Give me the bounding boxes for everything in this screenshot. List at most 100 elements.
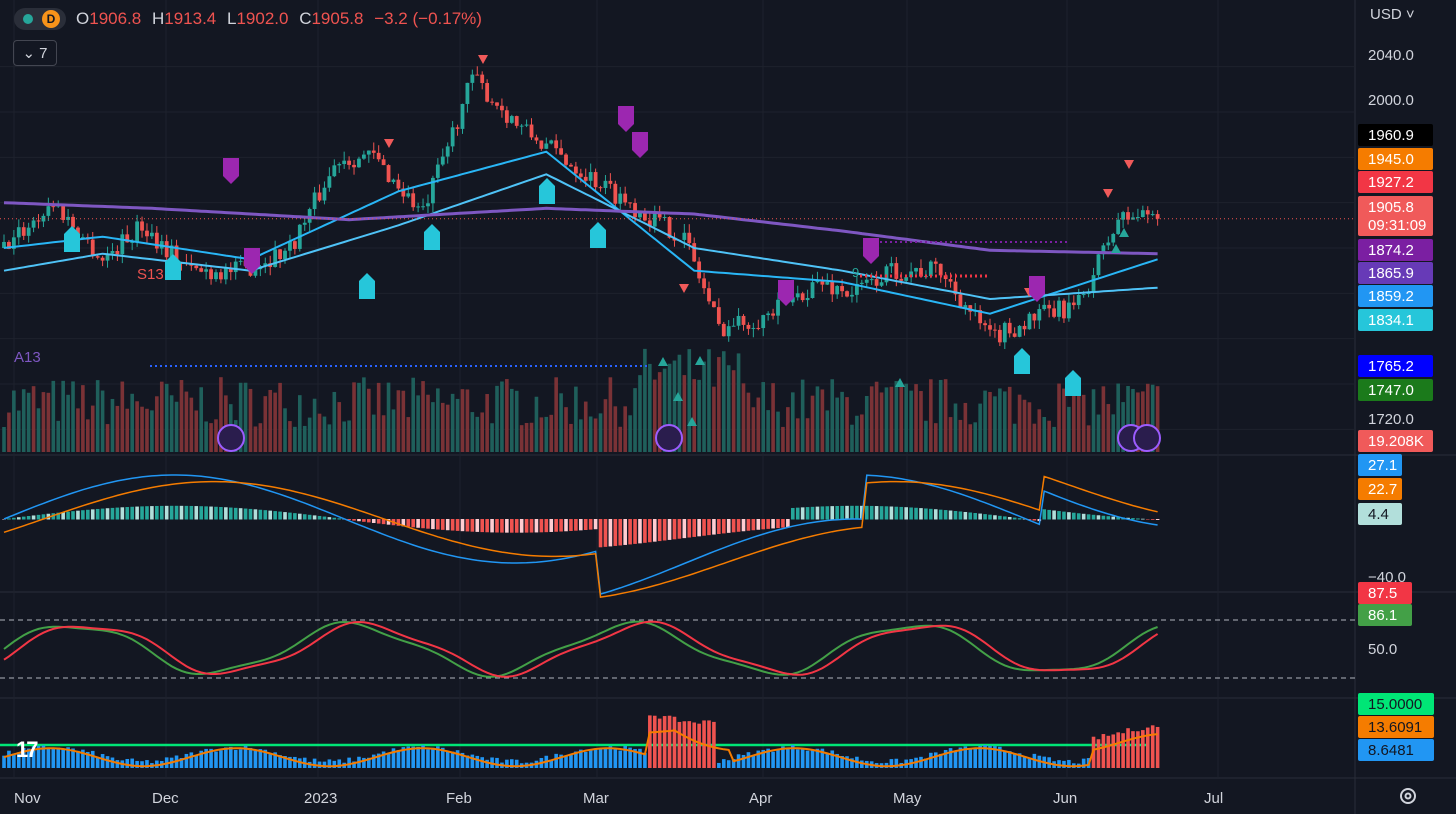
- volatility-bar: [416, 746, 420, 768]
- price-label-box: [1358, 262, 1433, 284]
- candle-body: [1027, 313, 1032, 330]
- volume-bar: [835, 397, 839, 452]
- candle-body: [416, 206, 421, 208]
- volatility-bar: [741, 754, 746, 768]
- bearish-flag-icon: [778, 280, 794, 306]
- volume-bar: [554, 377, 558, 452]
- volume-bar: [480, 412, 485, 452]
- moving-average-line: [3, 201, 1158, 256]
- volume-bar: [46, 392, 51, 452]
- macd-histogram-bar: [973, 513, 978, 520]
- volatility-bar: [1012, 753, 1017, 768]
- volume-bar: [579, 419, 583, 452]
- settings-gear-icon[interactable]: [1398, 786, 1418, 806]
- macd-histogram-bar: [904, 507, 908, 520]
- volatility-bar: [41, 745, 46, 768]
- volume-bar: [776, 411, 780, 452]
- volatility-bar: [421, 745, 425, 768]
- volatility-bar: [475, 755, 480, 768]
- volatility-bar: [712, 721, 716, 768]
- macd-histogram-bar: [381, 519, 386, 525]
- candle-body: [366, 150, 371, 155]
- volume-bar: [1076, 377, 1081, 452]
- volatility-bar: [574, 751, 578, 768]
- volatility-bar: [726, 760, 731, 768]
- volatility-bar: [657, 718, 662, 768]
- volume-bar: [1067, 406, 1071, 452]
- macd-histogram-bar: [1052, 510, 1056, 520]
- volatility-bar: [431, 747, 435, 768]
- candle-body: [130, 241, 135, 243]
- volume-bar: [583, 401, 588, 452]
- status-pill[interactable]: D: [14, 8, 66, 30]
- candle-body: [485, 83, 490, 102]
- macd-signal-line: [3, 475, 1158, 598]
- volatility-bar: [1002, 750, 1007, 768]
- volatility-bar: [100, 754, 105, 768]
- volatility-bar: [322, 761, 327, 768]
- macd-histogram-bar: [445, 519, 450, 531]
- macd-histogram-bar: [672, 519, 677, 540]
- macd-label-text: 22.7: [1368, 481, 1397, 498]
- volume-bar: [56, 420, 61, 452]
- macd-histogram-bar: [322, 516, 327, 520]
- macd-histogram-bar: [805, 507, 810, 520]
- macd-histogram-bar: [1145, 519, 1150, 520]
- volume-bar: [973, 422, 978, 452]
- volatility-bar: [820, 748, 825, 768]
- volume-bar: [396, 390, 401, 452]
- volatility-bar: [603, 747, 608, 768]
- volatility-bar: [652, 715, 657, 768]
- volatility-bar: [1017, 753, 1022, 768]
- volume-bar: [312, 398, 317, 452]
- candle-body: [16, 227, 21, 238]
- volume-bar: [860, 414, 864, 452]
- volume-bar: [204, 421, 208, 452]
- volatility-bar: [943, 749, 948, 768]
- volatility-bar: [1027, 757, 1032, 768]
- volume-bar: [263, 396, 268, 452]
- candle-body: [71, 216, 75, 228]
- macd-label-text: 4.4: [1368, 506, 1389, 523]
- candle-body: [7, 241, 11, 249]
- bearish-flag-icon: [1029, 276, 1045, 302]
- candle-body: [529, 124, 534, 138]
- price-label-box: [1358, 355, 1433, 377]
- volume-bar: [519, 425, 524, 452]
- price-label-text: 1865.9: [1368, 265, 1414, 282]
- volume-bar: [100, 390, 105, 452]
- indicators-toggle-button[interactable]: ⌄ 7: [13, 40, 57, 66]
- volatility-bar: [278, 755, 282, 768]
- volatility-bar: [228, 746, 233, 768]
- x-tick-label: Jul: [1204, 790, 1223, 807]
- macd-histogram-bar: [569, 519, 573, 531]
- stochastic-label-text: 86.1: [1368, 607, 1397, 624]
- price-label-box: [1358, 430, 1433, 452]
- macd-histogram-bar: [919, 508, 923, 520]
- candle-body: [766, 313, 771, 316]
- volume-bar: [1136, 392, 1140, 452]
- candle-body: [968, 305, 973, 312]
- candle-body: [1155, 214, 1160, 219]
- candle-body: [490, 101, 494, 103]
- candle-body: [11, 237, 16, 249]
- volatility-bar: [998, 746, 1002, 768]
- macd-histogram-bar: [608, 519, 613, 547]
- macd-histogram-bar: [495, 519, 499, 533]
- macd-histogram-bar: [100, 508, 105, 520]
- candle-body: [569, 164, 573, 167]
- volume-bar: [697, 379, 701, 452]
- macd-histogram-bar: [953, 510, 958, 520]
- macd-histogram-bar: [302, 514, 307, 520]
- volume-bar: [524, 422, 529, 452]
- price-label-box: [1358, 285, 1433, 307]
- candle-body: [500, 105, 504, 111]
- macd-histogram-bar: [889, 506, 894, 520]
- candle-body: [647, 220, 652, 227]
- candle-body: [1076, 294, 1081, 306]
- currency-selector[interactable]: USD ˅: [1370, 6, 1415, 23]
- volatility-bar: [61, 749, 65, 768]
- macd-histogram-bar: [293, 513, 297, 520]
- macd-histogram-bar: [929, 508, 933, 520]
